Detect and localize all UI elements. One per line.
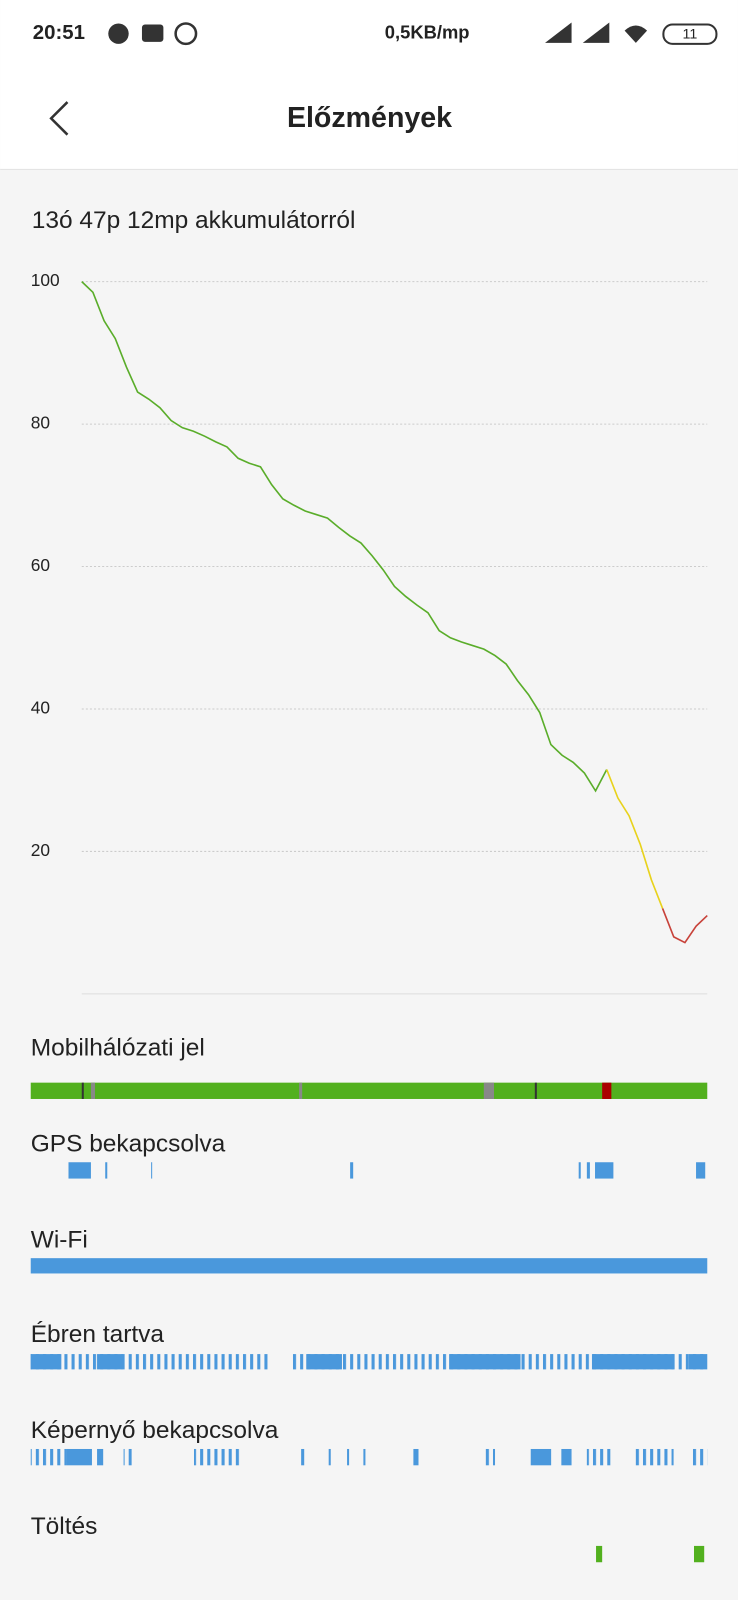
y-tick-label: 40: [31, 698, 50, 718]
timeline-label: Képernyő bekapcsolva: [31, 1417, 279, 1444]
mobile-signal-bar: [30, 1082, 708, 1099]
wifi-bar: [30, 1258, 708, 1274]
y-tick-label: 60: [31, 555, 50, 575]
charging-bar: [596, 1545, 705, 1563]
status-time: 20:51: [33, 22, 85, 44]
status-icons: [108, 22, 198, 46]
header-bg: [0, 0, 738, 170]
gps-bar: [68, 1162, 706, 1179]
awake-bar: [30, 1354, 708, 1370]
battery-line: [661, 908, 708, 944]
battery-level: 11: [683, 26, 698, 42]
y-tick-label: 100: [31, 270, 60, 290]
page-title: Előzmények: [287, 102, 452, 134]
timeline-label: Mobilhálózati jel: [31, 1034, 205, 1061]
network-speed: 0,5KB/mp: [385, 22, 470, 43]
timeline-label: Töltés: [31, 1513, 98, 1540]
back-button[interactable]: [49, 101, 69, 136]
y-tick-label: 20: [31, 840, 50, 860]
battery-chart: 20 40 60 80 100: [31, 270, 708, 944]
screen-on-bar: [30, 1448, 708, 1466]
y-tick-label: 80: [31, 413, 50, 433]
timeline-label: GPS bekapcsolva: [31, 1130, 226, 1157]
timeline-label: Ébren tartva: [31, 1321, 165, 1348]
timeline-label: Wi-Fi: [31, 1226, 88, 1253]
battery-icon: [662, 23, 718, 45]
battery-line: [605, 769, 664, 909]
battery-line: [81, 281, 608, 793]
chart-subtitle: 13ó 47p 12mp akkumulátorról: [32, 207, 356, 234]
